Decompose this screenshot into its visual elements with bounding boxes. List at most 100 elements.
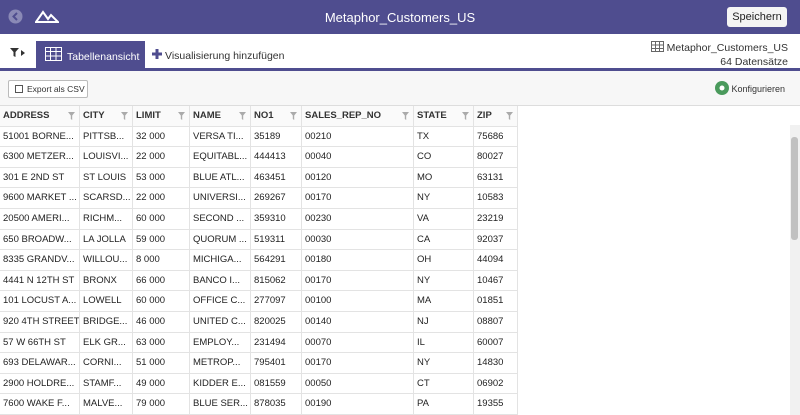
table-row[interactable]: 101 LOCUST A... LOWELL 60 000 OFFICE C... 27… xyxy=(0,291,518,312)
title: Metaphor_Customers_US xyxy=(324,10,476,25)
table-cell: 231494 xyxy=(251,332,302,353)
table-row[interactable]: 693 DELAWAR... CORNI... 51 000 METROP... 795… xyxy=(0,353,518,374)
table-cell: LOUISVI... xyxy=(80,147,133,167)
table-cell: BANCO I... xyxy=(190,270,251,291)
configure-button[interactable]: Konfigurieren xyxy=(715,81,785,95)
column-name: STATE xyxy=(417,110,447,121)
table-row[interactable]: 20500 AMERI... RICHM... 60 000 SECOND ... 35… xyxy=(0,208,518,230)
column-name: ADDRESS xyxy=(3,110,50,121)
table-cell: 59 000 xyxy=(133,229,190,250)
logo[interactable] xyxy=(35,10,59,23)
table-cell: 081559 xyxy=(251,373,302,394)
table-row[interactable]: 7600 WAKE F... MALVE... 79 000 BLUE SER... 8… xyxy=(0,394,518,415)
save-button[interactable]: Speichern xyxy=(727,7,787,27)
table-cell: WILLOU... xyxy=(80,250,133,270)
table-cell: 9600 MARKET ... xyxy=(0,188,80,208)
column-name: CITY xyxy=(83,110,105,121)
table-cell: 564291 xyxy=(251,250,302,270)
table-cell: MA xyxy=(414,291,474,311)
table-cell: CO xyxy=(414,147,474,167)
table-cell: NY xyxy=(414,270,474,291)
table-cell: 00180 xyxy=(302,250,414,270)
column-name: SALES_REP_NO xyxy=(305,110,382,121)
column-header[interactable]: CITY xyxy=(80,106,133,126)
table-row[interactable]: 8335 GRANDV... WILLOU... 8 000 MICHIGA... 56… xyxy=(0,250,518,271)
table-cell: 00170 xyxy=(302,270,414,291)
table-cell: 00030 xyxy=(302,229,414,250)
table-cell: MO xyxy=(414,167,474,188)
table-row[interactable]: 650 BROADW... LA JOLLA 59 000 QUORUM ... 519… xyxy=(0,229,518,251)
table-cell: 14830 xyxy=(474,353,518,373)
table-cell: 795401 xyxy=(251,353,302,373)
export-button[interactable]: Export als CSV xyxy=(8,80,88,98)
table-cell: 8335 GRANDV... xyxy=(0,250,80,270)
table-cell: BRONX xyxy=(80,270,133,291)
column-filter[interactable] xyxy=(290,112,297,120)
column-filter[interactable] xyxy=(68,112,75,120)
table-cell: 57 W 66TH ST xyxy=(0,332,80,353)
column-filter[interactable] xyxy=(402,112,409,120)
table-cell: IL xyxy=(414,332,474,353)
column-header[interactable]: ZIP xyxy=(474,106,518,126)
table-cell: SECOND ... xyxy=(190,208,251,229)
table-row[interactable]: 4441 N 12TH ST BRONX 66 000 BANCO I... 81506… xyxy=(0,270,518,292)
table-cell: 51001 BORNE... xyxy=(0,126,80,147)
column-filter[interactable] xyxy=(178,112,185,120)
table-row[interactable]: 51001 BORNE... PITTSB... 32 000 VERSA TI...… xyxy=(0,126,518,148)
table-row[interactable]: 2900 HOLDRE... STAMF... 49 000 KIDDER E... 0… xyxy=(0,373,518,395)
column-header[interactable]: LIMIT xyxy=(133,106,190,126)
table-cell: 75686 xyxy=(474,126,518,147)
column-header[interactable]: ADDRESS xyxy=(0,106,80,126)
table-cell: 51 000 xyxy=(133,353,190,373)
dataset-name: Metaphor_Customers_US xyxy=(666,42,788,54)
column-filter[interactable] xyxy=(506,112,513,120)
table-cell: OFFICE C... xyxy=(190,291,251,311)
column-header[interactable]: NAME xyxy=(190,106,251,126)
dataset-info: Metaphor_Customers_US 64 Datensätze xyxy=(650,41,788,69)
filter-toggle[interactable] xyxy=(10,48,26,58)
column-header[interactable]: NO1 xyxy=(251,106,302,126)
table-row[interactable]: 920 4TH STREET BRIDGE... 46 000 UNITED C...… xyxy=(0,311,518,333)
table-cell: 19355 xyxy=(474,394,518,414)
table-cell: 00170 xyxy=(302,353,414,373)
table-cell: 301 E 2ND ST xyxy=(0,167,80,188)
column-header[interactable]: SALES_REP_NO xyxy=(302,106,414,126)
scrollbar-thumb[interactable] xyxy=(791,137,798,240)
table-cell: 269267 xyxy=(251,188,302,208)
table-cell: 66 000 xyxy=(133,270,190,291)
table-cell: ST LOUIS xyxy=(80,167,133,188)
table-cell: NJ xyxy=(414,311,474,332)
column-header[interactable]: STATE xyxy=(414,106,474,126)
table-cell: 92037 xyxy=(474,229,518,250)
toolbar: Tabellenansicht Visualisierung hinzufüge… xyxy=(0,34,800,71)
top-bar: Metaphor_Customers_US Speichern xyxy=(0,0,800,34)
table-cell: 23219 xyxy=(474,208,518,229)
column-filter[interactable] xyxy=(462,112,469,120)
table-cell: VERSA TI... xyxy=(190,126,251,147)
table-cell: METROP... xyxy=(190,353,251,373)
table-view-tab[interactable]: Tabellenansicht xyxy=(36,41,145,68)
table-cell: PA xyxy=(414,394,474,414)
table-cell: TX xyxy=(414,126,474,147)
column-filter[interactable] xyxy=(239,112,246,120)
table-cell: RICHM... xyxy=(80,208,133,229)
table-cell: 06902 xyxy=(474,373,518,394)
back-button[interactable] xyxy=(8,9,23,24)
table-row[interactable]: 9600 MARKET ... SCARSD... 22 000 UNIVERSI..… xyxy=(0,188,518,209)
table-row[interactable]: 57 W 66TH ST ELK GR... 63 000 EMPLOY... 2314… xyxy=(0,332,518,354)
table-cell: 815062 xyxy=(251,270,302,291)
table-cell: 00190 xyxy=(302,394,414,414)
table-cell: 53 000 xyxy=(133,167,190,188)
table-cell: 00140 xyxy=(302,311,414,332)
table-cell: BLUE ATL... xyxy=(190,167,251,188)
table-cell: PITTSB... xyxy=(80,126,133,147)
table-cell: 22 000 xyxy=(133,188,190,208)
table-cell: MICHIGA... xyxy=(190,250,251,270)
table-row[interactable]: 6300 METZER... LOUISVI... 22 000 EQUITABL..… xyxy=(0,147,518,168)
table-cell: 00070 xyxy=(302,332,414,353)
table-row[interactable]: 301 E 2ND ST ST LOUIS 53 000 BLUE ATL... 463… xyxy=(0,167,518,189)
add-visualization[interactable]: Visualisierung hinzufügen xyxy=(165,50,285,62)
table-cell: 00170 xyxy=(302,188,414,208)
column-filter[interactable] xyxy=(121,112,128,120)
